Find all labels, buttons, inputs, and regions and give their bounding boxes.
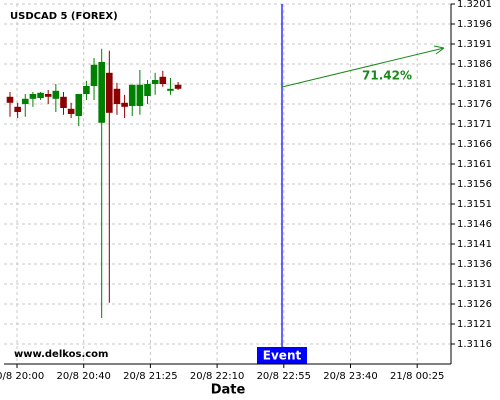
candle-body <box>136 84 144 106</box>
y-tick-label: 1.3146 <box>457 219 492 230</box>
candle-body <box>167 88 174 91</box>
candle-body <box>121 102 128 107</box>
y-tick-label: 1.3126 <box>457 299 492 310</box>
y-tick-label: 1.3166 <box>457 139 492 150</box>
candle-body <box>29 94 37 99</box>
candle-body <box>6 96 14 103</box>
forecast-annotation: 71.42% <box>362 69 412 83</box>
forecast-arrow <box>281 47 445 88</box>
candle-body <box>67 108 75 114</box>
y-tick-label: 1.3181 <box>457 79 492 90</box>
x-tick-label: 20/8 20:40 <box>56 371 110 382</box>
y-tick-label: 1.3196 <box>457 19 492 30</box>
x-tick-label: 20/8 21:25 <box>123 371 177 382</box>
arrow-head <box>433 45 445 55</box>
y-tick-label: 1.3171 <box>457 119 492 130</box>
y-tick-label: 1.3156 <box>457 179 492 190</box>
y-tick-label: 1.3121 <box>457 319 492 330</box>
watermark: www.delkos.com <box>14 349 108 360</box>
candle-body <box>128 84 136 106</box>
plot-marks <box>6 4 445 364</box>
event-label: Event <box>263 349 302 363</box>
candle-body <box>14 106 21 112</box>
chart-title: USDCAD 5 (FOREX) <box>10 11 118 22</box>
candle-body <box>113 88 121 104</box>
candle-body <box>174 84 182 89</box>
x-tick-label: 20/8 20:00 <box>0 371 44 382</box>
y-tick-label: 1.3151 <box>457 199 492 210</box>
candle-body <box>60 96 67 108</box>
candle-body <box>75 94 83 116</box>
candle-body <box>52 90 60 99</box>
y-tick-label: 1.3116 <box>457 339 492 350</box>
x-tick-label: 20/8 23:40 <box>323 371 377 382</box>
y-tick-label: 1.3161 <box>457 159 492 170</box>
y-tick-label: 1.3141 <box>457 239 492 250</box>
y-tick-label: 1.3186 <box>457 59 492 70</box>
x-axis-label: Date <box>211 383 246 398</box>
candle-body <box>98 62 105 123</box>
y-tick-label: 1.3191 <box>457 39 492 50</box>
candle-body <box>37 92 44 98</box>
candle-body <box>159 76 167 84</box>
x-tick-label: 21/8 00:25 <box>390 371 444 382</box>
candle-body <box>83 86 90 94</box>
y-tick-label: 1.3136 <box>457 259 492 270</box>
candle-body <box>106 72 113 113</box>
candle-body <box>144 84 151 96</box>
y-tick-label: 1.3201 <box>457 0 492 10</box>
candle-body <box>90 64 98 86</box>
x-tick-label: 20/8 22:55 <box>257 371 311 382</box>
candle-body <box>151 80 159 84</box>
event-box <box>257 347 307 364</box>
x-tick-label: 20/8 22:10 <box>190 371 244 382</box>
y-tick-label: 1.3131 <box>457 279 492 290</box>
y-tick-label: 1.3176 <box>457 99 492 110</box>
candle-body <box>44 94 52 97</box>
candle-body <box>21 98 29 104</box>
